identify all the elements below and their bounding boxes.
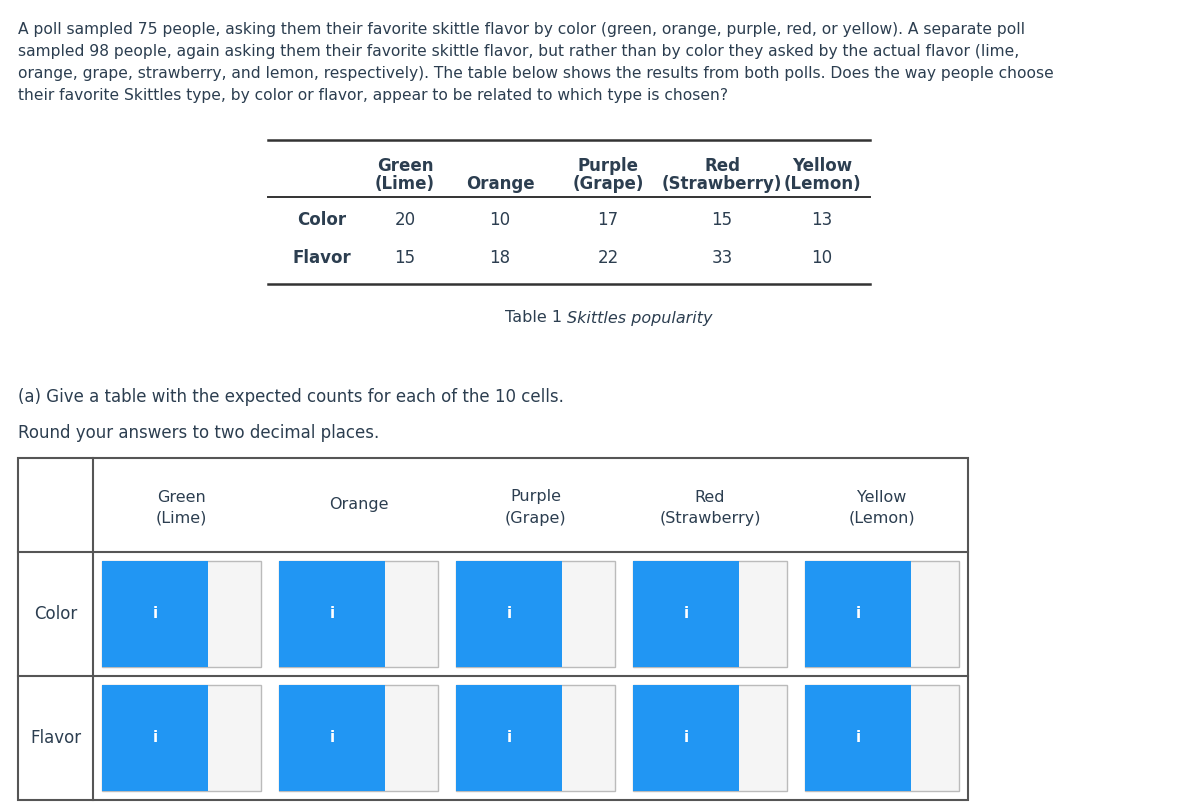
Text: Yellow: Yellow bbox=[792, 157, 852, 175]
Bar bbox=[456, 685, 562, 791]
Bar bbox=[805, 685, 959, 791]
Text: Red: Red bbox=[704, 157, 740, 175]
Text: i: i bbox=[684, 730, 689, 746]
Text: 20: 20 bbox=[395, 211, 415, 229]
Bar bbox=[278, 561, 438, 667]
Text: Flavor: Flavor bbox=[293, 249, 352, 267]
Text: (Lime): (Lime) bbox=[156, 511, 208, 525]
Text: 10: 10 bbox=[811, 249, 833, 267]
Text: i: i bbox=[506, 730, 511, 746]
Text: Orange: Orange bbox=[466, 175, 534, 193]
Text: Purple: Purple bbox=[510, 490, 562, 504]
Text: i: i bbox=[856, 730, 860, 746]
Bar bbox=[278, 561, 385, 667]
Bar bbox=[805, 561, 911, 667]
Bar bbox=[805, 685, 911, 791]
Text: sampled 98 people, again asking them their favorite skittle flavor, but rather t: sampled 98 people, again asking them the… bbox=[18, 44, 1019, 59]
Text: i: i bbox=[684, 607, 689, 621]
Text: (Strawberry): (Strawberry) bbox=[659, 511, 761, 525]
Text: Color: Color bbox=[298, 211, 347, 229]
Text: 22: 22 bbox=[598, 249, 619, 267]
Text: i: i bbox=[856, 607, 860, 621]
Text: (Strawberry): (Strawberry) bbox=[662, 175, 782, 193]
Text: Yellow: Yellow bbox=[857, 490, 907, 504]
Text: 13: 13 bbox=[811, 211, 833, 229]
Text: i: i bbox=[152, 607, 157, 621]
Text: Green: Green bbox=[157, 490, 206, 504]
Bar bbox=[456, 561, 562, 667]
Text: 18: 18 bbox=[490, 249, 510, 267]
Text: 33: 33 bbox=[712, 249, 733, 267]
Bar bbox=[456, 561, 616, 667]
Text: orange, grape, strawberry, and lemon, respectively). The table below shows the r: orange, grape, strawberry, and lemon, re… bbox=[18, 66, 1054, 81]
Bar bbox=[634, 685, 787, 791]
Bar bbox=[102, 685, 262, 791]
Text: Green: Green bbox=[377, 157, 433, 175]
Text: (Grape): (Grape) bbox=[505, 511, 566, 525]
Text: (a) Give a table with the expected counts for each of the 10 cells.: (a) Give a table with the expected count… bbox=[18, 388, 564, 406]
Bar bbox=[456, 685, 616, 791]
Bar bbox=[102, 561, 262, 667]
Bar bbox=[102, 561, 208, 667]
Bar bbox=[634, 561, 787, 667]
Text: Skittles popularity: Skittles popularity bbox=[568, 310, 713, 326]
Bar bbox=[102, 685, 208, 791]
Text: (Lime): (Lime) bbox=[374, 175, 436, 193]
Text: i: i bbox=[152, 730, 157, 746]
Text: Table 1: Table 1 bbox=[505, 310, 568, 326]
Text: i: i bbox=[330, 730, 335, 746]
Text: Flavor: Flavor bbox=[30, 729, 82, 747]
Bar bbox=[634, 561, 739, 667]
Text: i: i bbox=[330, 607, 335, 621]
Text: Round your answers to two decimal places.: Round your answers to two decimal places… bbox=[18, 424, 379, 442]
Bar bbox=[18, 458, 968, 800]
Bar bbox=[805, 561, 959, 667]
Text: (Lemon): (Lemon) bbox=[784, 175, 860, 193]
Bar bbox=[278, 685, 385, 791]
Text: A poll sampled 75 people, asking them their favorite skittle flavor by color (gr: A poll sampled 75 people, asking them th… bbox=[18, 22, 1025, 37]
Text: Color: Color bbox=[34, 605, 77, 623]
Text: their favorite Skittles type, by color or flavor, appear to be related to which : their favorite Skittles type, by color o… bbox=[18, 88, 728, 103]
Text: 17: 17 bbox=[598, 211, 618, 229]
Text: (Grape): (Grape) bbox=[572, 175, 643, 193]
Text: 15: 15 bbox=[395, 249, 415, 267]
Text: Orange: Orange bbox=[329, 498, 389, 512]
Bar bbox=[278, 685, 438, 791]
Text: (Lemon): (Lemon) bbox=[848, 511, 916, 525]
Text: 10: 10 bbox=[490, 211, 510, 229]
Text: i: i bbox=[506, 607, 511, 621]
Text: Red: Red bbox=[695, 490, 725, 504]
Bar bbox=[634, 685, 739, 791]
Text: 15: 15 bbox=[712, 211, 732, 229]
Text: Purple: Purple bbox=[577, 157, 638, 175]
